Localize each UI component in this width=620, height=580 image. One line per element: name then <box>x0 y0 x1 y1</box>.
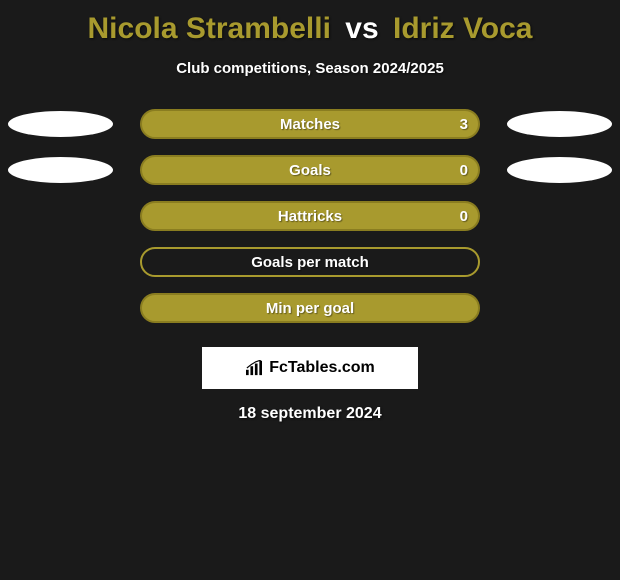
stat-row: Goals 0 <box>0 147 620 193</box>
comparison-title: Nicola Strambelli vs Idriz Voca <box>0 0 620 54</box>
stat-value-right: 3 <box>460 116 468 133</box>
logo-box: FcTables.com <box>202 347 418 389</box>
stat-row: Goals per match <box>0 239 620 285</box>
stat-label: Hattricks <box>278 208 342 225</box>
stat-label: Goals per match <box>251 254 369 271</box>
left-ellipse <box>8 111 113 137</box>
stat-label: Min per goal <box>266 300 354 317</box>
player1-name: Nicola Strambelli <box>88 12 331 45</box>
stat-label: Goals <box>289 162 331 179</box>
left-ellipse <box>8 157 113 183</box>
chart-icon <box>245 360 263 376</box>
stat-row: Min per goal <box>0 285 620 331</box>
stat-value-right: 0 <box>460 208 468 225</box>
stat-bar: Min per goal <box>140 293 480 323</box>
subtitle: Club competitions, Season 2024/2025 <box>0 60 620 77</box>
vs-separator: vs <box>345 12 378 45</box>
right-ellipse <box>507 111 612 137</box>
stat-bar: Matches 3 <box>140 109 480 139</box>
stat-bar: Hattricks 0 <box>140 201 480 231</box>
date-text: 18 september 2024 <box>0 405 620 423</box>
stat-row: Matches 3 <box>0 101 620 147</box>
stats-container: Matches 3 Goals 0 Hattricks 0 Goals per match M… <box>0 101 620 331</box>
stat-label: Matches <box>280 116 340 133</box>
stat-bar: Goals per match <box>140 247 480 277</box>
player2-name: Idriz Voca <box>393 12 532 45</box>
right-ellipse <box>507 157 612 183</box>
stat-row: Hattricks 0 <box>0 193 620 239</box>
stat-value-right: 0 <box>460 162 468 179</box>
logo-text: FcTables.com <box>269 359 375 377</box>
stat-bar: Goals 0 <box>140 155 480 185</box>
